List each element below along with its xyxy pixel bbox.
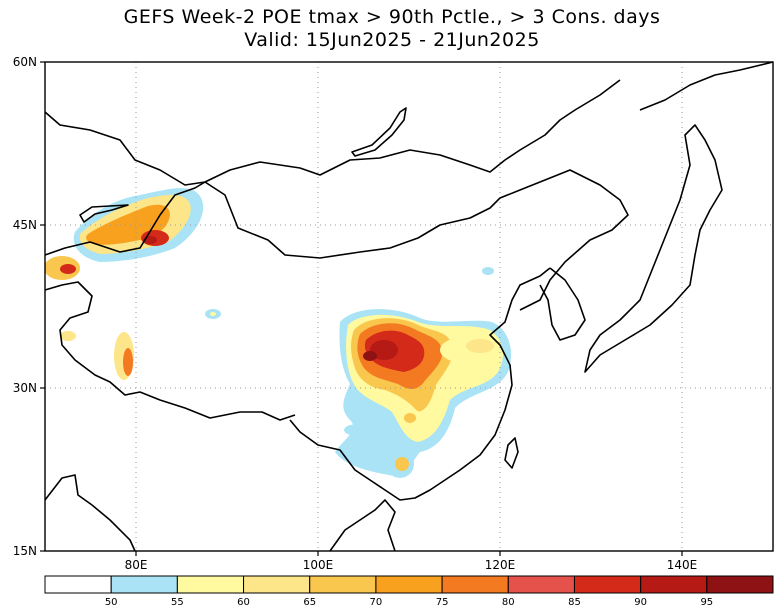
colorbar-swatch-9 xyxy=(640,575,708,594)
lon-label-120e: 120E xyxy=(485,558,516,572)
kazakhstan-border xyxy=(44,181,206,256)
shade-east-coast-inner xyxy=(466,339,494,353)
colorbar-label-50: 50 xyxy=(105,597,118,608)
shade-central-china-90 xyxy=(370,340,398,360)
colorbar-label-85: 85 xyxy=(568,597,581,608)
colorbar-label-90: 90 xyxy=(634,597,647,608)
colorbar-swatch-4 xyxy=(309,575,377,594)
colorbar-swatch-7 xyxy=(507,575,575,594)
colorbar-label-80: 80 xyxy=(502,597,515,608)
shade-kyrgyz-patch-inner xyxy=(60,264,76,274)
shade-hunan-patch-inner xyxy=(404,413,416,423)
lat-label-45n: 45N xyxy=(13,218,37,232)
shade-tibet-patch-inner xyxy=(210,312,216,316)
probability-shading xyxy=(45,188,512,478)
colorbar-swatch-10 xyxy=(706,575,774,594)
lon-label-80e: 80E xyxy=(125,558,148,572)
map-frame xyxy=(44,61,774,552)
colorbar-label-65: 65 xyxy=(303,597,316,608)
shade-kashmir-patch xyxy=(60,331,76,341)
colorbar-swatch-3 xyxy=(243,575,311,594)
colorbar-swatch-1 xyxy=(110,575,178,594)
taiwan-coast xyxy=(504,437,519,469)
map-subtitle: Valid: 15Jun2025 - 21Jun2025 xyxy=(244,29,540,51)
japan-coast xyxy=(584,124,723,373)
graticule xyxy=(45,62,773,551)
southeast-asia-border xyxy=(289,267,551,501)
colorbar-label-75: 75 xyxy=(436,597,449,608)
central-asia-border xyxy=(44,281,296,421)
colorbar-swatch-2 xyxy=(176,575,245,594)
shade-north-china-patch xyxy=(482,267,494,275)
lon-label-100e: 100E xyxy=(303,558,334,572)
korea-coast xyxy=(539,267,586,341)
colorbar-label-60: 60 xyxy=(237,597,250,608)
russia-border xyxy=(44,79,621,186)
colorbar-label-95: 95 xyxy=(700,597,713,608)
colorbar-swatch-8 xyxy=(573,575,642,594)
colorbar-label-55: 55 xyxy=(171,597,184,608)
lat-label-30n: 30N xyxy=(13,381,37,395)
colorbar-swatch-6 xyxy=(441,575,509,594)
map-title: GEFS Week-2 POE tmax > 90th Pctle., > 3 … xyxy=(123,6,661,28)
lake-balkhash xyxy=(79,204,129,223)
sakhalin-coast xyxy=(639,61,774,111)
lon-label-140e: 140E xyxy=(667,558,698,572)
colorbar: 50 55 60 65 70 75 80 85 90 95 xyxy=(44,575,774,608)
lat-label-15n: 15N xyxy=(13,544,37,558)
lake-baikal xyxy=(351,107,407,157)
colorbar-label-70: 70 xyxy=(370,597,383,608)
axis-ticks xyxy=(40,61,683,556)
colorbar-swatch-0 xyxy=(44,575,112,594)
india-border xyxy=(44,474,136,552)
shade-guangxi-patch-inner xyxy=(395,457,409,471)
shade-himalaya-patch-inner xyxy=(123,348,133,376)
coastlines-and-borders xyxy=(44,61,774,552)
colorbar-swatch-5 xyxy=(375,575,443,594)
shade-central-china-95 xyxy=(363,351,377,361)
lat-label-60n: 60N xyxy=(13,55,37,69)
shade-yunnan-patch xyxy=(344,424,372,436)
mongolia-border xyxy=(204,169,629,311)
indochina-coast xyxy=(329,499,396,552)
